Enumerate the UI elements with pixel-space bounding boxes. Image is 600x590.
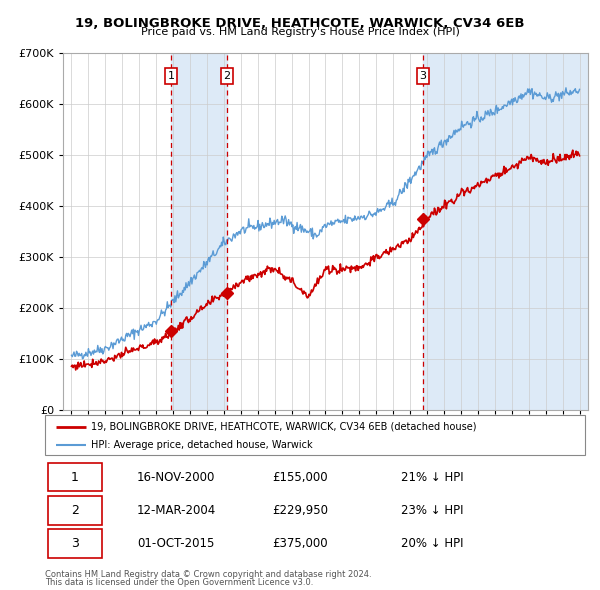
Text: 3: 3 bbox=[419, 71, 427, 81]
Text: 1: 1 bbox=[167, 71, 175, 81]
Text: 2: 2 bbox=[224, 71, 230, 81]
Text: Contains HM Land Registry data © Crown copyright and database right 2024.: Contains HM Land Registry data © Crown c… bbox=[45, 570, 371, 579]
Text: 19, BOLINGBROKE DRIVE, HEATHCOTE, WARWICK, CV34 6EB (detached house): 19, BOLINGBROKE DRIVE, HEATHCOTE, WARWIC… bbox=[91, 422, 476, 432]
FancyBboxPatch shape bbox=[48, 529, 102, 558]
FancyBboxPatch shape bbox=[48, 496, 102, 525]
FancyBboxPatch shape bbox=[48, 463, 102, 491]
Text: 21% ↓ HPI: 21% ↓ HPI bbox=[401, 470, 464, 484]
Text: £375,000: £375,000 bbox=[272, 536, 328, 550]
Text: 2: 2 bbox=[71, 503, 79, 517]
Bar bbox=[171, 53, 227, 410]
Text: 01-OCT-2015: 01-OCT-2015 bbox=[137, 536, 214, 550]
Text: 23% ↓ HPI: 23% ↓ HPI bbox=[401, 503, 464, 517]
Text: 16-NOV-2000: 16-NOV-2000 bbox=[137, 470, 215, 484]
Text: This data is licensed under the Open Government Licence v3.0.: This data is licensed under the Open Gov… bbox=[45, 578, 313, 587]
Text: 12-MAR-2004: 12-MAR-2004 bbox=[137, 503, 216, 517]
Bar bbox=[423, 53, 588, 410]
Text: 20% ↓ HPI: 20% ↓ HPI bbox=[401, 536, 464, 550]
Text: £155,000: £155,000 bbox=[272, 470, 328, 484]
Text: HPI: Average price, detached house, Warwick: HPI: Average price, detached house, Warw… bbox=[91, 441, 313, 450]
Text: £229,950: £229,950 bbox=[272, 503, 328, 517]
Text: 3: 3 bbox=[71, 536, 79, 550]
Text: Price paid vs. HM Land Registry's House Price Index (HPI): Price paid vs. HM Land Registry's House … bbox=[140, 27, 460, 37]
Text: 19, BOLINGBROKE DRIVE, HEATHCOTE, WARWICK, CV34 6EB: 19, BOLINGBROKE DRIVE, HEATHCOTE, WARWIC… bbox=[75, 17, 525, 30]
Text: 1: 1 bbox=[71, 470, 79, 484]
